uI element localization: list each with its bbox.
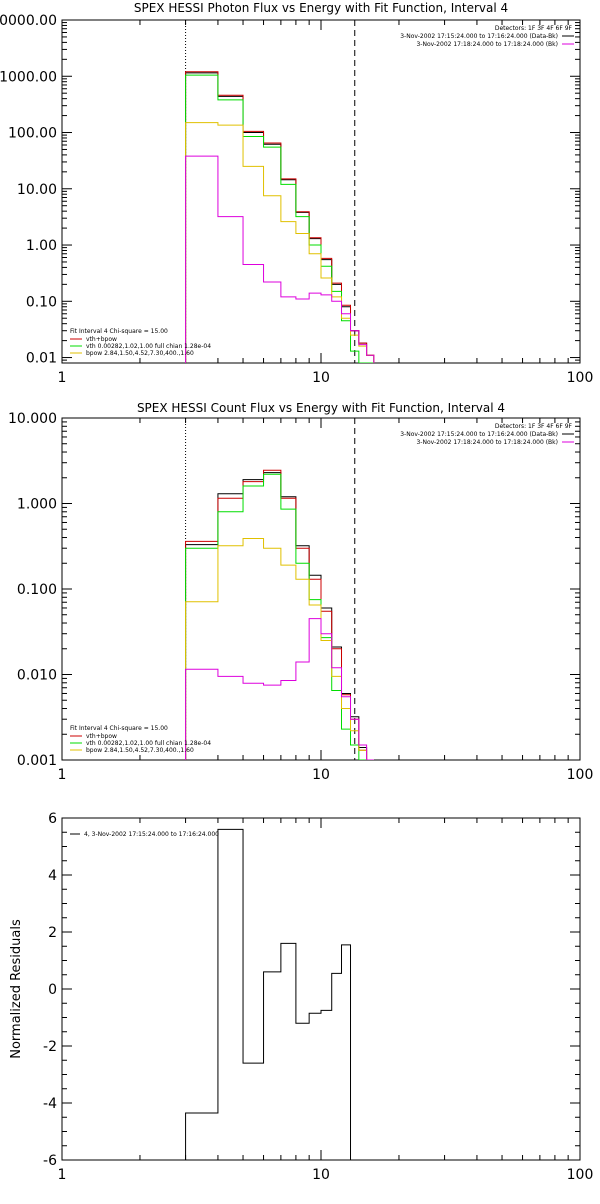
detectors-label: Detectors: 1F 3F 4F 6F 9F (495, 423, 573, 430)
fit-info-label: Fit Interval 4 Chi-square = 15.00 (70, 328, 168, 335)
x-tick-label: 1 (58, 370, 67, 386)
x-tick-label: 100 (567, 767, 594, 783)
legend-entry: 3-Nov-2002 17:15:24.000 to 17:16:24.000 … (400, 33, 558, 40)
panel-1: SPEX HESSI Photon Flux vs Energy with Fi… (0, 1, 593, 386)
x-tick-label: 1 (58, 1167, 67, 1183)
series-bpow (185, 122, 375, 363)
series-vth (185, 473, 374, 760)
plot-frame (61, 817, 581, 1161)
y-tick-label: -4 (43, 1096, 57, 1112)
series-vth-bpow (185, 71, 375, 363)
legend-entry: 3-Nov-2002 17:15:24.000 to 17:16:24.000 … (400, 431, 558, 438)
legend-entry: vth+bpow (86, 733, 117, 740)
panel-2: SPEX HESSI Count Flux vs Energy with Fit… (8, 401, 593, 783)
y-tick-label: 10000.00 (0, 13, 57, 29)
panel-3: 1 10 100 -6 -4 -2 0 2 4 6 4, 3-Nov-2002 17:15:24.0… (9, 811, 593, 1183)
y-tick-label: 1000.00 (0, 69, 57, 85)
y-tick-label: 10.00 (17, 182, 57, 198)
y-tick-label: 0.10 (26, 294, 57, 310)
series-bkg (185, 155, 375, 363)
x-tick-label: 10 (312, 767, 330, 783)
fit-info-label: Fit Interval 4 Chi-square = 15.00 (70, 725, 168, 732)
plot-frame (61, 19, 581, 364)
y-tick-label: -2 (43, 1039, 57, 1055)
y-tick-label: 1.000 (17, 497, 57, 513)
y-tick-label: 6 (48, 811, 57, 827)
legend-entry: bpow 2.84,1.50,4.52,7.30,400.,1.60 (86, 747, 194, 754)
legend-entry: vth 0.00282,1.02,1.00 full chian 1.28e-0… (86, 740, 211, 747)
series-residuals (185, 828, 352, 1160)
x-tick-label: 100 (567, 370, 594, 386)
chart-title: SPEX HESSI Photon Flux vs Energy with Fi… (134, 1, 508, 15)
x-tick-label: 10 (312, 370, 330, 386)
legend-entry: vth 0.00282,1.02,1.00 full chian 1.28e-0… (86, 343, 211, 350)
x-tick-label: 10 (312, 1167, 330, 1183)
series-bpow (185, 537, 374, 760)
x-tick-label: 100 (567, 1167, 594, 1183)
y-tick-label: 1.00 (26, 238, 57, 254)
y-tick-label: 0 (48, 982, 57, 998)
y-axis-label: Normalized Residuals (9, 919, 24, 1059)
chart-title: SPEX HESSI Count Flux vs Energy with Fit… (137, 401, 505, 415)
legend-entry: vth+bpow (86, 336, 117, 343)
y-tick-label: 100.00 (8, 126, 57, 142)
legend-entry: 3-Nov-2002 17:18:24.000 to 17:18:24.000 … (416, 41, 558, 48)
legend-entry: 3-Nov-2002 17:18:24.000 to 17:18:24.000 … (416, 439, 558, 446)
legend-entry: 4, 3-Nov-2002 17:15:24.000 to 17:16:24.0… (84, 831, 219, 838)
y-tick-label: 0.01 (26, 351, 57, 367)
series-bkg (185, 618, 374, 760)
series-vth-bpow (185, 469, 374, 760)
y-tick-label: 10.000 (8, 411, 57, 427)
detectors-label: Detectors: 1F 3F 4F 6F 9F (495, 25, 573, 32)
series-data (185, 72, 375, 363)
y-tick-label: 4 (48, 868, 57, 884)
x-tick-label: 1 (58, 767, 67, 783)
series-data (185, 472, 374, 760)
series-vth (185, 74, 374, 363)
legend-entry: bpow 2.84,1.50,4.52,7.30,400.,1.60 (86, 350, 194, 357)
y-tick-label: 0.100 (17, 582, 57, 598)
y-tick-label: 0.001 (17, 753, 57, 769)
y-tick-label: 0.010 (17, 668, 57, 684)
y-tick-label: 2 (48, 925, 57, 941)
y-tick-label: -6 (43, 1153, 57, 1169)
